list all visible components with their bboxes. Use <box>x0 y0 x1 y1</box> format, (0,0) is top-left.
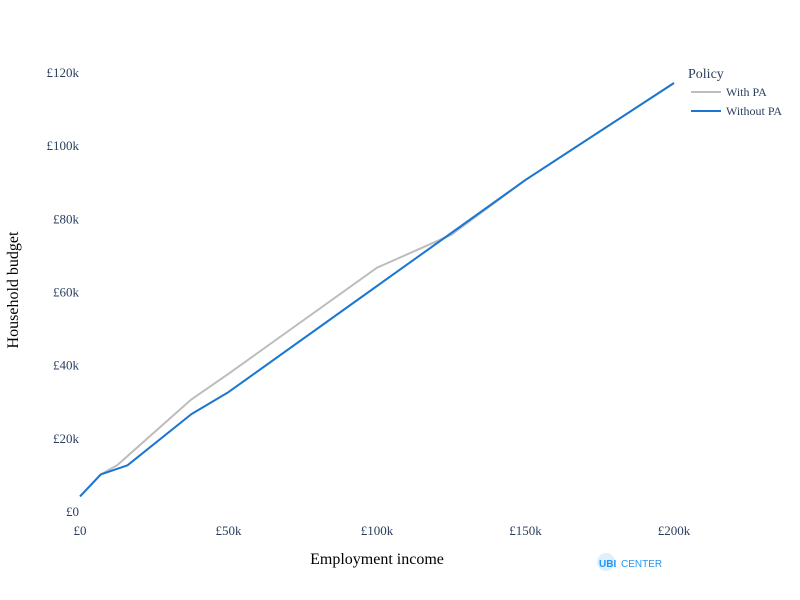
x-axis-ticks: £0 £50k £100k £150k £200k <box>74 523 691 538</box>
legend-title: Policy <box>688 67 724 82</box>
y-tick-label: £120k <box>47 65 80 80</box>
y-axis-ticks: £0 £20k £40k £60k £80k £100k £120k <box>47 65 80 519</box>
x-tick-label: £200k <box>658 523 691 538</box>
y-axis-title: Household budget <box>5 231 22 348</box>
y-tick-label: £40k <box>53 358 80 373</box>
x-tick-label: £0 <box>74 523 87 538</box>
legend[interactable]: Policy With PA Without PA <box>688 67 782 118</box>
x-tick-label: £150k <box>509 523 542 538</box>
y-tick-label: £80k <box>53 211 80 226</box>
ubi-center-logo: UBI CENTER <box>597 553 662 571</box>
y-tick-label: £60k <box>53 285 80 300</box>
y-tick-label: £20k <box>53 431 80 446</box>
legend-item[interactable]: Without PA <box>691 104 782 118</box>
x-axis-title: Employment income <box>310 551 444 568</box>
y-tick-label: £100k <box>47 138 80 153</box>
logo-circle-icon <box>597 553 615 571</box>
legend-item[interactable]: With PA <box>691 85 767 99</box>
x-tick-label: £100k <box>361 523 394 538</box>
legend-label: Without PA <box>726 104 782 118</box>
legend-label: With PA <box>726 85 767 99</box>
logo-ubi-text: UBI <box>599 559 616 570</box>
svg-text:UBI CENTER: UBI CENTER <box>599 559 662 570</box>
series-lines <box>79 82 675 498</box>
logo-center-text: CENTER <box>621 559 662 570</box>
x-tick-label: £50k <box>216 523 243 538</box>
series-line-with-pa <box>79 82 675 498</box>
series-line-without-pa <box>79 82 675 498</box>
y-tick-label: £0 <box>66 504 79 519</box>
